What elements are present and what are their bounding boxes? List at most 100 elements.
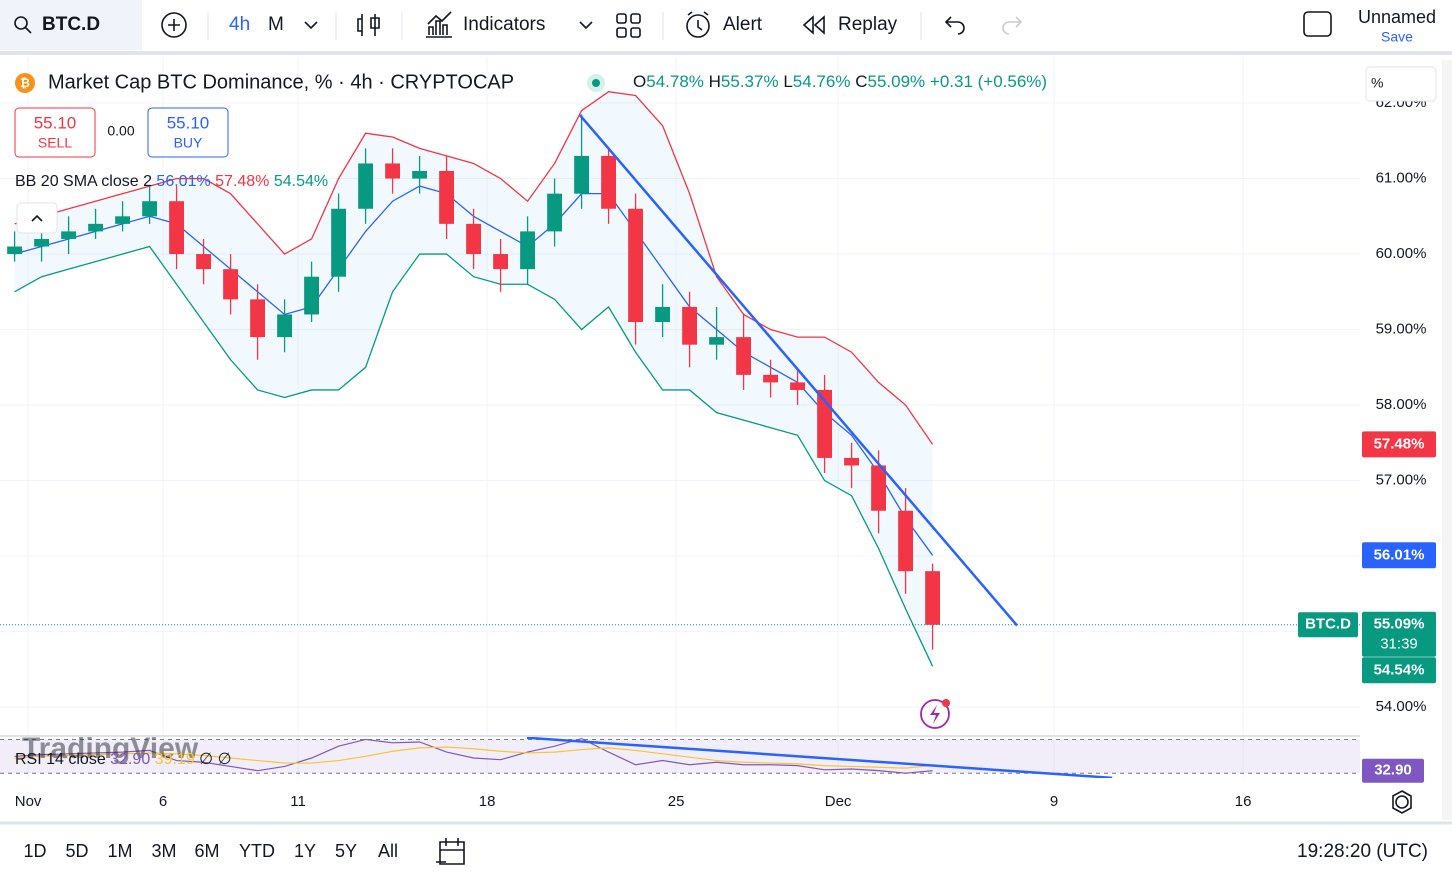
trend-line bbox=[526, 737, 1113, 778]
indicators-dropdown[interactable] bbox=[579, 21, 593, 30]
x-tick-label: 9 bbox=[1050, 793, 1058, 810]
candle-body bbox=[547, 193, 563, 232]
price-tag: 56.01% bbox=[1362, 542, 1436, 569]
layout-button[interactable] bbox=[1303, 11, 1332, 37]
watermark: TradingView bbox=[22, 732, 199, 765]
redo-button[interactable] bbox=[1002, 16, 1023, 35]
alert-button[interactable]: Alert bbox=[723, 14, 763, 35]
price-tag-label: BTC.D bbox=[1305, 616, 1351, 633]
ohlc-value: 55.37% bbox=[721, 72, 779, 91]
collapse-legend[interactable] bbox=[16, 202, 58, 234]
ohlc-value: 54.76% bbox=[793, 72, 851, 91]
price-tag-label: 55.09% bbox=[1374, 616, 1425, 633]
candle-body bbox=[223, 269, 239, 300]
sell-label: SELL bbox=[38, 135, 72, 151]
band-line bbox=[14, 91, 934, 445]
bb-title: BB 20 SMA close 2 bbox=[15, 173, 152, 190]
y-tick-label: 57.00% bbox=[1376, 472, 1427, 489]
candle-body bbox=[7, 246, 23, 255]
sell-button[interactable] bbox=[14, 107, 96, 158]
price-tag: 55.09% 31:39 bbox=[1362, 611, 1436, 657]
sell-price: 55.10 bbox=[34, 113, 77, 132]
candle-body bbox=[439, 171, 455, 224]
compare-button[interactable] bbox=[161, 12, 187, 38]
replay-icon[interactable] bbox=[802, 15, 825, 35]
x-tick-label: 18 bbox=[479, 793, 496, 810]
toolbar bbox=[0, 0, 1452, 52]
x-tick-label: 11 bbox=[290, 793, 306, 810]
interval-button[interactable]: 4h bbox=[229, 14, 250, 35]
events-button[interactable] bbox=[920, 699, 950, 729]
y-tick-label: 61.00% bbox=[1376, 170, 1427, 187]
price-tag-box bbox=[1362, 657, 1436, 684]
candle-body bbox=[601, 155, 617, 209]
buy-button[interactable] bbox=[147, 107, 229, 158]
range-button[interactable]: All bbox=[378, 841, 398, 861]
layout-icon[interactable] bbox=[616, 13, 627, 24]
indicators-icon[interactable] bbox=[426, 11, 452, 38]
candle-body bbox=[115, 216, 131, 224]
candle-body bbox=[682, 306, 698, 345]
price-tag: BTC.D bbox=[1298, 612, 1358, 638]
settings-icon bbox=[1392, 790, 1412, 814]
price-tag-box bbox=[1362, 758, 1424, 783]
rsi-line bbox=[14, 737, 933, 774]
bb-lower: 54.54% bbox=[274, 173, 328, 190]
rsi-legend-item: ∅ bbox=[218, 751, 232, 768]
candle-body bbox=[493, 254, 509, 270]
replay-button[interactable]: Replay bbox=[838, 14, 898, 35]
x-tick-label: 16 bbox=[1235, 793, 1252, 810]
clock: 19:28:20 (UTC) bbox=[1297, 841, 1428, 862]
bb-upper: 57.48% bbox=[215, 173, 269, 190]
candle-body bbox=[61, 231, 77, 239]
rsi-legend: RSI 14 close 32.90 39.19 ∅ ∅ bbox=[15, 751, 232, 768]
scrollbar bbox=[1442, 60, 1452, 820]
range-button[interactable]: 1D bbox=[23, 841, 46, 861]
band-line bbox=[14, 245, 934, 667]
range-button[interactable]: 3M bbox=[151, 841, 176, 861]
price-tag: 54.54% bbox=[1362, 657, 1436, 684]
market-status-dot bbox=[592, 79, 600, 87]
ohlc-value: 55.09% bbox=[867, 72, 925, 91]
x-tick-label: Dec bbox=[825, 793, 852, 810]
chart-type-button[interactable] bbox=[357, 14, 380, 36]
settings-button[interactable] bbox=[1395, 795, 1409, 809]
symbol-search[interactable] bbox=[0, 0, 142, 50]
candle-body bbox=[250, 299, 266, 338]
layout-icon bbox=[616, 27, 627, 38]
range-button[interactable]: 6M bbox=[194, 841, 219, 861]
ohlc-key: L bbox=[783, 72, 792, 91]
candle-body bbox=[925, 571, 941, 625]
range-button[interactable]: 5D bbox=[65, 841, 88, 861]
bb-legend: BB 20 SMA close 2 56.01% 57.48% 54.54% bbox=[15, 173, 328, 190]
symbol[interactable]: BTC.D bbox=[42, 14, 100, 35]
layout-name[interactable]: Unnamed bbox=[1358, 7, 1436, 27]
range-button[interactable]: 1Y bbox=[294, 841, 316, 861]
indicators-button[interactable]: Indicators bbox=[463, 14, 545, 35]
range-button[interactable]: 5Y bbox=[335, 841, 357, 861]
candle-body bbox=[466, 223, 482, 255]
price-tag-label: 56.01% bbox=[1374, 546, 1425, 563]
interval-dropdown[interactable] bbox=[304, 21, 318, 30]
ohlc-key: C bbox=[855, 72, 867, 91]
candle-body bbox=[871, 465, 887, 511]
range-button[interactable]: 1M bbox=[107, 841, 132, 861]
price-tag-box bbox=[1362, 431, 1436, 458]
undo-button[interactable] bbox=[944, 16, 965, 35]
interval-button[interactable]: M bbox=[268, 14, 284, 35]
goto-date-button[interactable] bbox=[436, 838, 465, 865]
range-button[interactable]: YTD bbox=[239, 841, 275, 861]
candle-body bbox=[142, 201, 158, 217]
save-button[interactable]: Save bbox=[1381, 29, 1413, 45]
search-icon bbox=[24, 26, 32, 34]
candle-body bbox=[790, 382, 806, 390]
compare-icon bbox=[168, 19, 180, 31]
layout-icon bbox=[630, 13, 641, 24]
axis-unit-box[interactable] bbox=[1365, 66, 1437, 102]
collapse-icon bbox=[31, 214, 43, 222]
alert-icon[interactable] bbox=[686, 14, 710, 38]
ohlc-key: H bbox=[709, 72, 721, 91]
ohlc: O54.78% H55.37% L54.76% C55.09% +0.31 (+… bbox=[633, 72, 1047, 91]
candle-body bbox=[709, 337, 725, 345]
